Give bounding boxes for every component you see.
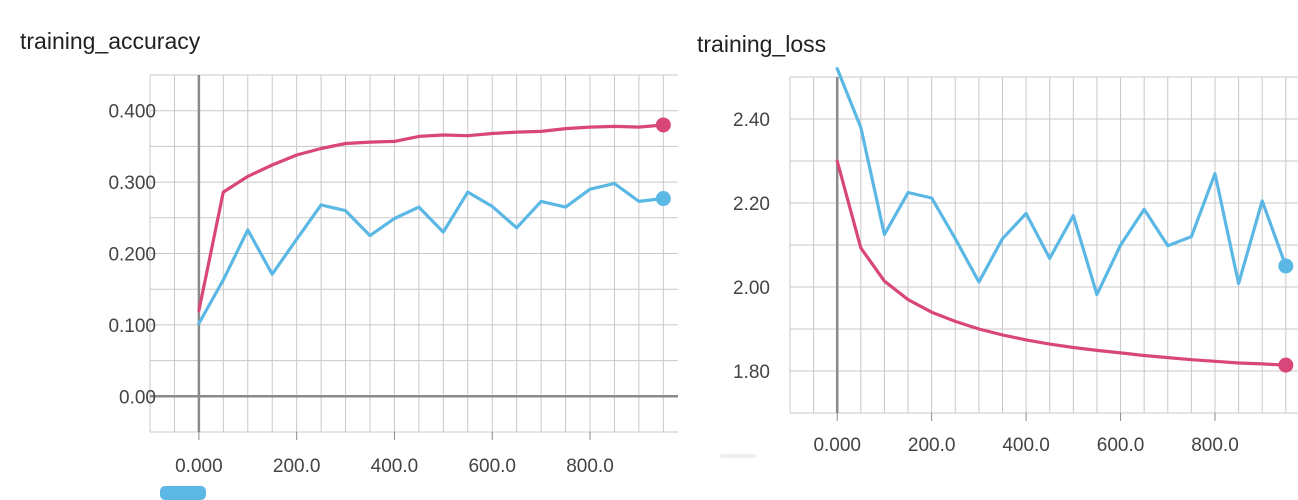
y-tick-labels: 0.00 0.100 0.200 0.300 0.400 [108,102,156,409]
training-loss-chart[interactable]: 0.000 200.0 400.0 600.0 800.0 1.80 2.00 2.20 2.4… [690,0,1298,492]
x-tick-label: 400.0 [1002,435,1050,456]
series-endpoint-marker[interactable] [1278,357,1294,373]
chart-title: training_accuracy [20,28,201,54]
series-endpoint-marker[interactable] [655,117,671,133]
training-accuracy-chart[interactable]: 0.000 200.0 400.0 600.0 800.00.000.1000.2000… [0,0,690,492]
x-tick-labels: 0.000 200.0 400.0 600.0 800.0 [813,413,1239,456]
series-endpoint-marker[interactable] [1278,258,1294,274]
series-line [197,181,665,326]
y-tick-label: 2.00 [733,278,770,299]
x-tick-label: 200.0 [908,435,956,456]
scrollbar-stub [720,454,756,458]
series-0 [835,159,1294,373]
series-line [835,159,1288,367]
y-tick-label: 0.300 [108,173,156,194]
x-tick-label: 600.0 [1097,435,1145,456]
legend-color-swatch[interactable] [160,486,206,500]
x-tick-label: 800.0 [566,456,614,477]
series-1 [197,181,671,326]
x-tick-label: 400.0 [371,456,419,477]
y-tick-label: 0.100 [108,316,156,337]
series-1 [835,66,1294,297]
chart-title: training_loss [697,31,827,57]
y-tick-labels: 1.80 2.00 2.20 2.40 [733,110,770,383]
x-tick-label: 0.000 [175,456,223,477]
training-loss-panel: training_loss 0.000 200.0 400.0 600.0 800.0 1… [690,0,1298,492]
series-endpoint-marker[interactable] [655,191,671,207]
x-tick-labels: 0.000 200.0 400.0 600.0 800.0 [175,432,614,477]
series-0 [197,117,671,313]
x-tick-label: 0.000 [813,435,861,456]
series-line [197,123,665,313]
y-tick-label: 0.200 [108,245,156,266]
series-line [835,66,1288,297]
y-tick-label: 1.80 [733,362,770,383]
y-tick-label: 0.400 [108,102,156,123]
x-tick-label: 200.0 [273,456,321,477]
y-tick-label: 0.00 [119,387,156,408]
y-tick-label: 2.40 [733,110,770,131]
y-tick-label: 2.20 [733,194,770,215]
training-accuracy-panel: training_accuracy 0.000 200.0 400.0 600.0 80… [0,0,690,500]
x-tick-label: 600.0 [468,456,516,477]
grid [149,74,678,433]
x-tick-label: 800.0 [1191,435,1239,456]
